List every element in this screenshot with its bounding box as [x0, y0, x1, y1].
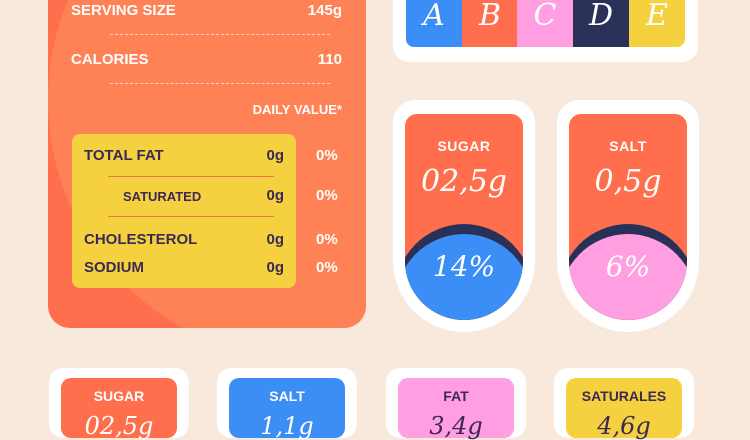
grade-b: B — [462, 0, 518, 47]
salt-tag: SALT 1,1g — [217, 368, 357, 440]
sodium-amount: 0g — [266, 259, 284, 276]
nutrients-panel: TOTAL FAT 0g SATURATED 0g CHOLESTEROL 0g… — [72, 134, 296, 288]
grade-d: D — [573, 0, 629, 47]
daily-value-label: DAILY VALUE* — [252, 102, 342, 117]
sugar-tag-title: SUGAR — [93, 388, 145, 404]
saturales-tag-title: SATURALES — [581, 388, 667, 404]
salt-tag-title: SALT — [269, 388, 305, 404]
sugar-tag-value: 02,5g — [84, 412, 154, 440]
saturated-label: SATURATED — [123, 189, 202, 204]
grade-e: E — [629, 0, 685, 47]
saturated-percent: 0% — [316, 187, 338, 204]
sugar-badge-body: SUGAR 02,5g 14% — [405, 114, 523, 320]
sugar-badge: SUGAR 02,5g 14% — [393, 100, 535, 332]
divider — [110, 34, 330, 35]
serving-size-value: 145g — [307, 2, 342, 19]
nutrition-card: SERVING SIZE 145g CALORIES 110 DAILY VAL… — [48, 0, 366, 328]
salt-badge-value: 0,5g — [594, 164, 662, 199]
salt-badge-dome — [569, 234, 687, 320]
saturated-amount: 0g — [266, 187, 284, 204]
sugar-badge-dome — [405, 234, 523, 320]
divider — [108, 216, 274, 217]
salt-badge: SALT 0,5g 6% — [557, 100, 699, 332]
serving-size-label: SERVING SIZE — [71, 2, 176, 19]
total-fat-amount: 0g — [266, 147, 284, 164]
salt-badge-percent: 6% — [605, 250, 651, 283]
cholesterol-amount: 0g — [266, 231, 284, 248]
fat-tag-body: FAT 3,4g — [398, 378, 514, 440]
fat-tag-title: FAT — [443, 388, 469, 404]
saturales-tag: SATURALES 4,6g — [554, 368, 694, 440]
salt-tag-value: 1,1g — [260, 412, 314, 440]
sodium-label: SODIUM — [84, 259, 144, 276]
salt-badge-title: SALT — [609, 138, 647, 154]
sugar-badge-percent: 14% — [432, 250, 496, 283]
grade-strip: A B C D E — [393, 0, 698, 62]
saturales-tag-body: SATURALES 4,6g — [566, 378, 682, 440]
saturales-tag-value: 4,6g — [597, 412, 651, 440]
grade-c: C — [517, 0, 573, 47]
total-fat-percent: 0% — [316, 147, 338, 164]
salt-badge-body: SALT 0,5g 6% — [569, 114, 687, 320]
fat-tag-value: 3,4g — [429, 412, 483, 440]
sugar-badge-title: SUGAR — [437, 138, 491, 154]
grade-a: A — [406, 0, 462, 47]
divider — [110, 83, 330, 84]
calories-label: CALORIES — [71, 51, 149, 68]
sodium-percent: 0% — [316, 259, 338, 276]
cholesterol-label: CHOLESTEROL — [84, 231, 198, 248]
divider — [108, 176, 274, 177]
sugar-badge-value: 02,5g — [420, 164, 507, 199]
salt-tag-body: SALT 1,1g — [229, 378, 345, 440]
sugar-tag: SUGAR 02,5g — [49, 368, 189, 440]
fat-tag: FAT 3,4g — [386, 368, 526, 440]
sugar-tag-body: SUGAR 02,5g — [61, 378, 177, 440]
cholesterol-percent: 0% — [316, 231, 338, 248]
total-fat-label: TOTAL FAT — [84, 147, 164, 164]
calories-value: 110 — [317, 51, 342, 68]
